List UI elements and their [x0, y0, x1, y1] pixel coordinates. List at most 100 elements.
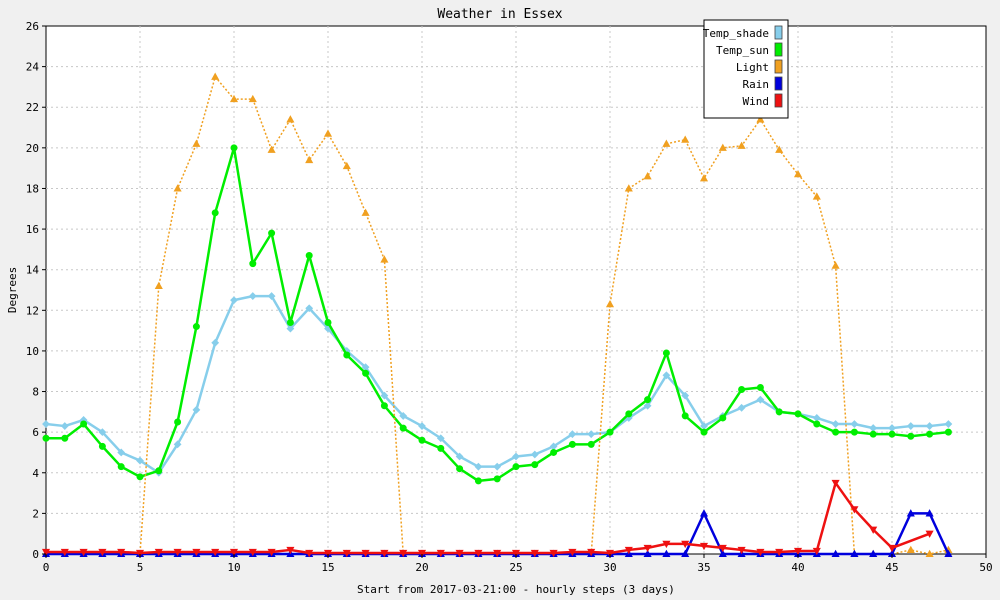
data-point: [192, 405, 201, 414]
data-point: [474, 549, 483, 558]
data-point: [794, 410, 802, 418]
data-point: [850, 549, 859, 558]
data-point: [906, 545, 915, 553]
data-point: [61, 434, 69, 442]
data-point: [305, 549, 314, 558]
data-point: [662, 139, 671, 147]
data-point: [831, 261, 840, 269]
data-point: [79, 548, 88, 557]
legend-swatch: [774, 76, 783, 91]
data-point: [511, 549, 521, 558]
data-point: [869, 549, 878, 558]
data-point: [154, 548, 163, 557]
data-point: [248, 548, 257, 557]
x-tick-label: 30: [603, 561, 616, 574]
data-point: [605, 549, 615, 558]
data-point: [305, 251, 313, 259]
x-tick-label: 15: [321, 561, 334, 574]
data-point: [286, 318, 294, 326]
data-point: [643, 549, 652, 558]
data-point: [286, 115, 295, 123]
y-tick-label: 12: [26, 304, 39, 317]
y-tick-label: 18: [26, 182, 39, 195]
data-point: [643, 401, 652, 410]
data-point: [643, 172, 652, 180]
data-point: [756, 395, 765, 404]
data-point: [925, 549, 934, 558]
x-axis-label: Start from 2017-03-21:00 - hourly steps …: [357, 583, 675, 596]
series-temp-sun: [42, 144, 952, 485]
data-point: [229, 94, 239, 103]
data-point: [474, 477, 482, 485]
data-point: [305, 304, 314, 313]
data-point: [98, 428, 107, 437]
data-point: [850, 420, 859, 428]
data-point: [211, 209, 219, 217]
data-point: [662, 371, 671, 380]
data-point: [361, 208, 370, 216]
y-axis-label: Degrees: [6, 267, 19, 313]
data-point: [850, 428, 858, 436]
data-point: [362, 369, 370, 377]
data-point: [812, 192, 821, 200]
data-point: [831, 479, 840, 488]
x-tick-label: 10: [227, 561, 240, 574]
y-tick-label: 24: [26, 61, 40, 74]
legend-swatch: [774, 25, 783, 40]
data-point: [925, 422, 934, 430]
data-point: [80, 420, 88, 428]
data-point: [173, 440, 182, 449]
data-point: [681, 412, 689, 420]
data-point: [738, 386, 746, 394]
data-point: [531, 461, 539, 469]
data-point: [493, 462, 502, 471]
data-point: [681, 391, 690, 400]
data-point: [211, 72, 220, 80]
data-point: [41, 548, 51, 557]
data-point: [906, 422, 915, 430]
data-point: [493, 475, 501, 483]
data-point: [268, 229, 276, 237]
data-point: [155, 467, 163, 475]
data-point: [455, 549, 464, 558]
data-point: [812, 547, 821, 556]
data-point: [888, 430, 896, 438]
data-point: [681, 135, 690, 143]
x-tick-label: 45: [885, 561, 898, 574]
data-point: [192, 139, 201, 147]
data-point: [98, 548, 107, 557]
data-point: [550, 448, 558, 456]
data-point: [324, 318, 332, 326]
y-tick-label: 2: [32, 507, 39, 520]
data-point: [887, 544, 897, 553]
data-point: [643, 544, 652, 553]
data-point: [436, 549, 445, 558]
data-point: [793, 547, 803, 556]
data-point: [192, 548, 201, 557]
data-point: [944, 549, 953, 558]
data-point: [662, 549, 671, 558]
data-point: [249, 260, 257, 268]
data-point: [399, 424, 407, 432]
legend-box: [703, 19, 789, 119]
legend-swatch: [774, 59, 783, 74]
data-point: [229, 548, 239, 557]
data-point: [775, 145, 784, 153]
legend-label: Rain: [743, 78, 770, 91]
x-tick-label: 20: [415, 561, 428, 574]
data-point: [681, 540, 690, 549]
data-point: [136, 473, 144, 481]
y-tick-label: 14: [26, 264, 40, 277]
data-point: [342, 161, 351, 170]
data-point: [925, 530, 934, 538]
data-point: [380, 391, 389, 400]
data-point: [60, 548, 69, 557]
legend-swatch: [774, 93, 783, 108]
data-point: [549, 549, 558, 558]
data-point: [756, 548, 765, 557]
data-point: [568, 440, 576, 448]
data-point: [211, 338, 220, 347]
data-point: [60, 422, 69, 430]
y-tick-label: 20: [26, 142, 39, 155]
